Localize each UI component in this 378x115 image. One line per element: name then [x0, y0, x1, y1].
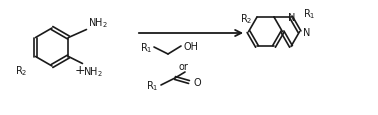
Text: R$_1$: R$_1$: [146, 78, 158, 92]
Text: N: N: [302, 27, 310, 37]
Text: O: O: [193, 77, 201, 87]
Text: R$_1$: R$_1$: [139, 41, 152, 54]
Text: NH$_2$: NH$_2$: [84, 65, 103, 79]
Text: OH: OH: [183, 42, 198, 52]
Text: or: or: [178, 61, 188, 71]
Text: R$_1$: R$_1$: [303, 7, 316, 21]
Text: N: N: [288, 13, 296, 23]
Text: R$_2$: R$_2$: [15, 64, 28, 78]
Text: +: +: [75, 63, 85, 76]
Text: NH$_2$: NH$_2$: [88, 16, 108, 29]
Text: R$_2$: R$_2$: [240, 12, 252, 26]
